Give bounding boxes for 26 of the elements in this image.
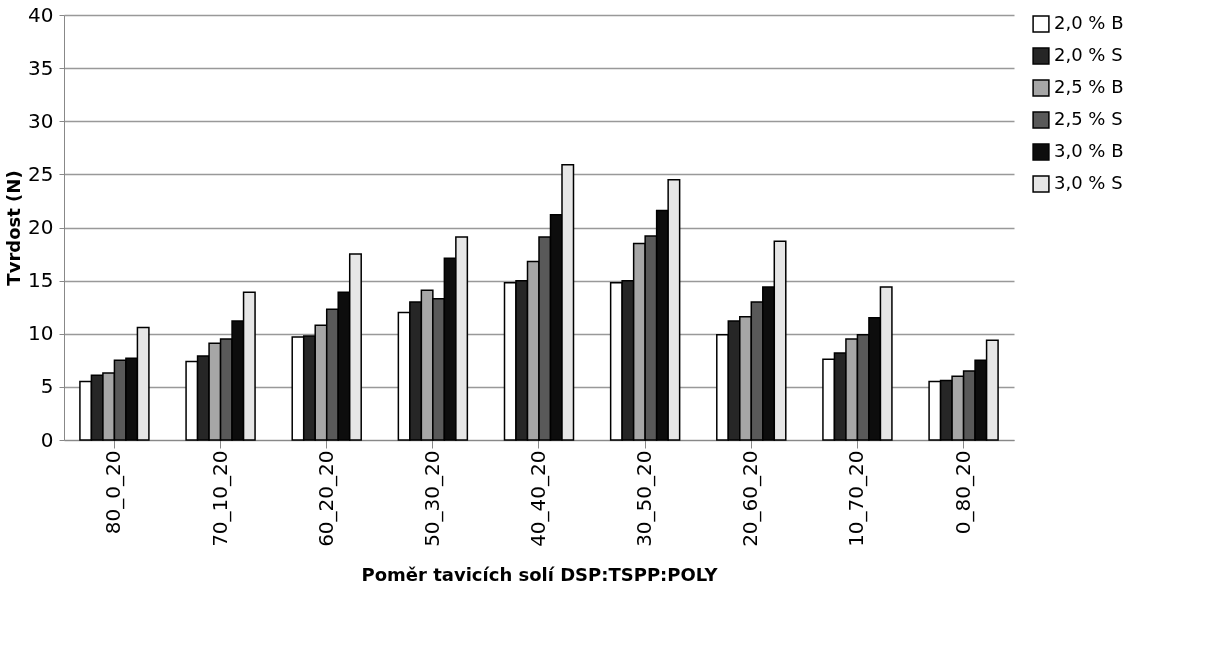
legend-label: 3,0 % B bbox=[1054, 140, 1124, 161]
x-tick-label: 20_60_20 bbox=[738, 450, 763, 547]
y-tick-label: 30 bbox=[28, 108, 54, 133]
x-tick-label: 0_80_20 bbox=[950, 450, 975, 535]
y-tick-label: 35 bbox=[28, 55, 54, 80]
x-tick-label: 50_30_20 bbox=[419, 450, 444, 547]
x-tick-label: 80_0_20 bbox=[101, 450, 126, 535]
x-axis-title: Poměr tavicích solí DSP:TSPP:POLY bbox=[361, 563, 719, 585]
y-tick-label: 25 bbox=[28, 161, 54, 186]
y-tick-label: 40 bbox=[28, 2, 54, 27]
y-tick-label: 15 bbox=[28, 268, 54, 293]
y-axis-title: Tvrdost (N) bbox=[3, 170, 25, 286]
x-tick-label: 40_40_20 bbox=[526, 450, 550, 547]
y-tick-label: 10 bbox=[28, 321, 54, 346]
x-tick-label: 30_50_20 bbox=[632, 450, 657, 547]
y-tick-label: 20 bbox=[28, 215, 54, 239]
y-tick-label: 0 bbox=[40, 427, 54, 452]
x-tick-label: 60_20_20 bbox=[313, 450, 338, 547]
x-tick-label: 70_10_20 bbox=[207, 450, 232, 547]
legend-label: 2,0 % B bbox=[1054, 12, 1124, 33]
x-tick-label: 10_70_20 bbox=[844, 450, 869, 547]
legend-label: 3,0 % S bbox=[1054, 172, 1123, 193]
legend-label: 2,5 % S bbox=[1054, 108, 1123, 129]
legend-label: 2,5 % B bbox=[1054, 76, 1124, 97]
y-tick-label: 5 bbox=[40, 374, 54, 399]
legend-label: 2,0 % S bbox=[1054, 44, 1123, 65]
